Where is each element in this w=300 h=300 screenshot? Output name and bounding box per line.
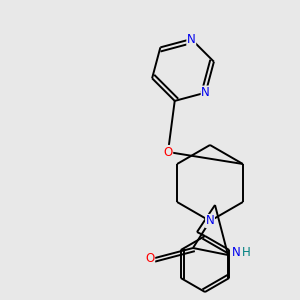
Text: N: N [187,33,196,46]
Text: O: O [164,146,172,158]
Text: N: N [201,86,210,99]
Text: H: H [242,247,250,260]
Text: N: N [206,214,214,227]
Text: O: O [146,251,154,265]
Text: N: N [232,247,240,260]
